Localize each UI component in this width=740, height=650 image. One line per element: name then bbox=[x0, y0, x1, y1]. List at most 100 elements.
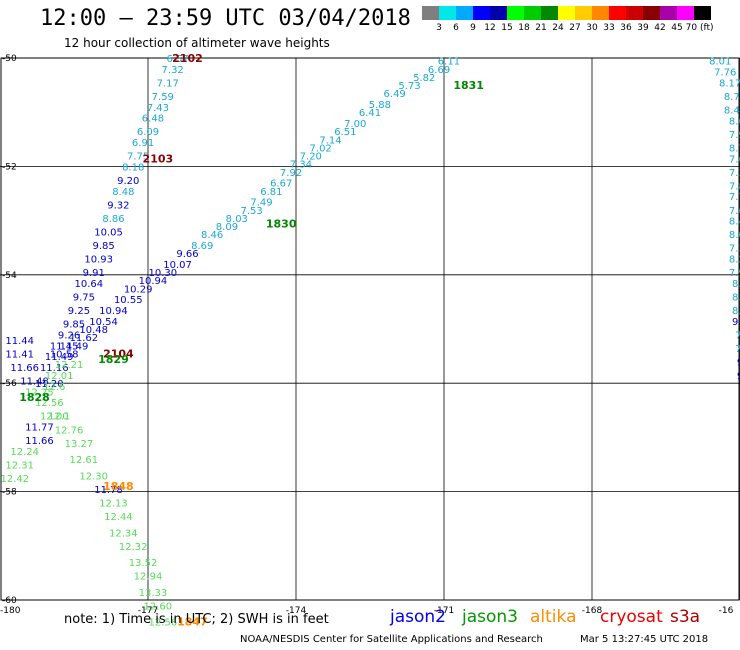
wave-height-label: 12.56 bbox=[148, 618, 177, 629]
wave-height-label: 9.91 bbox=[83, 268, 105, 279]
wave-height-label: 8.42 bbox=[724, 105, 740, 116]
wave-height-label: 7.76 bbox=[714, 68, 736, 79]
color-scale-label: 24 bbox=[552, 23, 564, 33]
color-scale-label: 9 bbox=[470, 23, 476, 33]
color-scale-label: 3 bbox=[436, 23, 442, 33]
color-scale-label: 30 bbox=[586, 23, 598, 33]
pass-time-label: 1847 bbox=[177, 616, 208, 629]
color-scale-label: 33 bbox=[603, 23, 615, 33]
page-subtitle: 12 hour collection of altimeter wave hei… bbox=[64, 36, 330, 50]
wave-height-label: 8.18 bbox=[122, 162, 144, 173]
wave-height-label: 7.49 bbox=[250, 198, 272, 209]
wave-height-label: 8.03 bbox=[226, 214, 248, 225]
color-scale-label: 6 bbox=[453, 23, 459, 33]
wave-height-label: 9.26 bbox=[58, 330, 80, 341]
wave-height-color-scale: 3 6 9 12 15 18 21 24 27 30 33 36 39 42 45 70 (ft) bbox=[422, 6, 728, 36]
wave-height-label: 12.34 bbox=[109, 528, 138, 539]
wave-height-label: 13.52 bbox=[129, 558, 158, 569]
wave-height-label: 11.77 bbox=[25, 423, 54, 434]
wave-height-label: 8.06 bbox=[729, 230, 740, 241]
latitude-tick-label: -54 bbox=[2, 271, 17, 281]
wave-height-label: 10.93 bbox=[84, 255, 113, 266]
wave-height-label: 8.17 bbox=[719, 78, 740, 89]
wave-height-label: 6.69 bbox=[428, 65, 450, 76]
wave-height-label: 8.09 bbox=[216, 222, 238, 233]
longitude-tick-label: -177 bbox=[138, 606, 158, 616]
longitude-tick-label: -168 bbox=[582, 606, 603, 616]
color-scale-labels: 3 6 9 12 15 18 21 24 27 30 33 36 39 42 45 70 (ft) bbox=[422, 23, 728, 35]
wave-height-label: 12.01 bbox=[45, 371, 74, 382]
wave-height-label: 8.4 bbox=[732, 279, 740, 290]
color-scale-swatch bbox=[456, 6, 473, 20]
color-scale-swatch bbox=[558, 6, 575, 20]
latitude-tick-label: -56 bbox=[2, 379, 17, 389]
wave-height-label: 8.48 bbox=[112, 187, 134, 198]
wave-height-label: 5.73 bbox=[398, 81, 420, 92]
wave-height-label: 7.17 bbox=[157, 78, 179, 89]
wave-height-label: 10.55 bbox=[114, 295, 143, 306]
footer-timestamp: Mar 5 13:27:45 UTC 2018 bbox=[580, 634, 709, 645]
wave-height-label: 10.29 bbox=[124, 284, 153, 295]
wave-height-label: 10.54 bbox=[89, 317, 118, 328]
wave-height-label: 12.60 bbox=[144, 601, 173, 612]
wave-height-label: 12.94 bbox=[134, 572, 163, 583]
wave-height-label: 10.05 bbox=[94, 227, 123, 238]
color-scale-swatch bbox=[609, 6, 626, 20]
pass-time-label: 1848 bbox=[103, 480, 134, 493]
latitude-tick-label: -52 bbox=[2, 162, 17, 172]
color-scale-label: 27 bbox=[569, 23, 581, 33]
pass-time-label: 1830 bbox=[266, 217, 297, 230]
wave-height-label: 7.34 bbox=[290, 160, 312, 171]
wave-height-label: 11.48 bbox=[20, 376, 49, 387]
wave-height-label: 6.91 bbox=[132, 138, 154, 149]
wave-height-label: 12.56 bbox=[35, 398, 64, 409]
wave-height-label: 8.61 bbox=[729, 116, 740, 127]
color-scale-label: 12 bbox=[484, 23, 496, 33]
wave-height-label: 7.35 bbox=[729, 168, 740, 179]
color-scale-swatch bbox=[592, 6, 609, 20]
wave-height-label: 7.69 bbox=[729, 154, 740, 165]
wave-height-label: 8.7 bbox=[732, 292, 740, 303]
satellite-legend-item: altika bbox=[530, 607, 577, 627]
wave-height-label: 12.61 bbox=[70, 455, 99, 466]
wave-height-label: 7.99 bbox=[729, 268, 740, 279]
color-scale-label: 39 bbox=[637, 23, 649, 33]
wave-height-label: 9.66 bbox=[176, 249, 198, 260]
longitude-tick-label: -180 bbox=[0, 606, 21, 616]
wave-height-label: 7. bbox=[735, 330, 740, 341]
wave-height-label: 5.88 bbox=[369, 100, 391, 111]
wave-height-label: 11.16 bbox=[40, 363, 69, 374]
wave-height-label: 9.25 bbox=[68, 306, 90, 317]
wave-height-label: 7.92 bbox=[280, 168, 302, 179]
satellite-legend-item: s3a bbox=[670, 607, 701, 627]
wave-height-label: 7.53 bbox=[240, 206, 262, 217]
footer-credit: NOAA/NESDIS Center for Satellite Applica… bbox=[240, 634, 543, 645]
wave-height-label: 11.49 bbox=[60, 341, 89, 352]
wave-height-label: 8.73 bbox=[724, 92, 740, 103]
satellite-legend-item: jason2 bbox=[390, 607, 446, 627]
wave-height-label: 12.25 bbox=[25, 387, 54, 398]
wave-height-label: 10.64 bbox=[74, 279, 103, 290]
wave-height-label: 7. bbox=[735, 344, 740, 355]
wave-height-label: 6.51 bbox=[334, 127, 356, 138]
latitude-tick-label: -50 bbox=[2, 54, 17, 64]
pass-time-label: 1828 bbox=[19, 391, 50, 404]
wave-height-label: 9.85 bbox=[63, 320, 85, 331]
wave-height-label: 12.21 bbox=[55, 360, 84, 371]
wave-height-label: 13.27 bbox=[65, 439, 94, 450]
color-scale-label: 36 bbox=[620, 23, 632, 33]
wave-height-label: 8.8 bbox=[732, 306, 740, 317]
wave-height-label: 12.24 bbox=[10, 447, 39, 458]
longitude-tick-label: -16 bbox=[719, 606, 734, 616]
wave-height-label: 8.01 bbox=[709, 57, 731, 68]
wave-height-label: 9.32 bbox=[107, 200, 129, 211]
wave-height-label: 11.45 bbox=[50, 341, 79, 352]
wave-height-label: 7.92 bbox=[729, 130, 740, 141]
wave-height-label: 9 bbox=[737, 371, 740, 382]
pass-time-label: 1831 bbox=[453, 79, 484, 92]
color-scale-swatch bbox=[643, 6, 660, 20]
longitude-tick-label: -171 bbox=[434, 606, 454, 616]
wave-height-label: 12.31 bbox=[5, 461, 34, 472]
